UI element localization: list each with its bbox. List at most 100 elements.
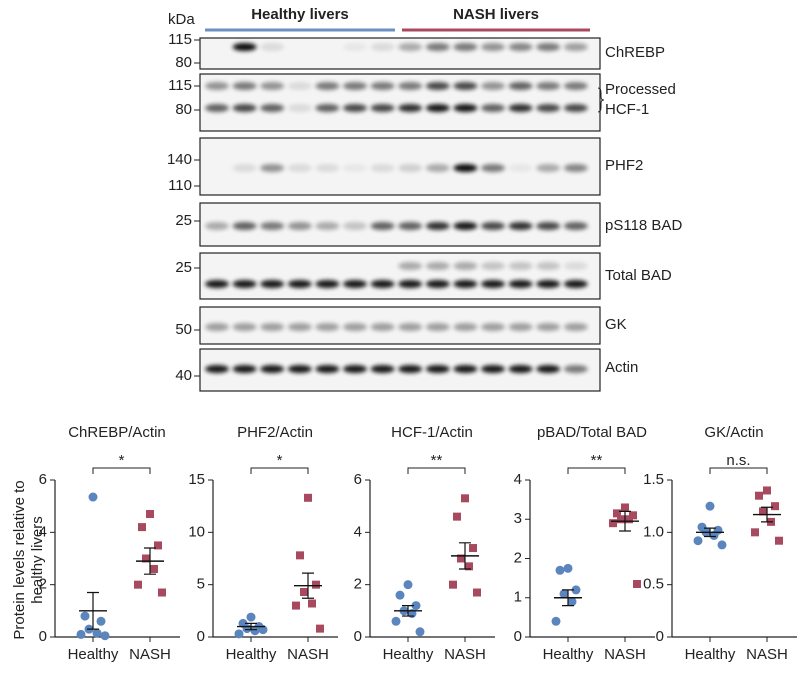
- band: [398, 280, 423, 288]
- point: [717, 540, 727, 550]
- band: [398, 262, 423, 270]
- band: [425, 82, 450, 90]
- kda-marker: 25: [175, 259, 192, 276]
- band: [370, 82, 395, 90]
- point: [150, 564, 158, 573]
- band: [343, 43, 367, 51]
- band: [398, 365, 423, 373]
- band: [260, 222, 285, 230]
- significance-bracket: [250, 467, 309, 474]
- band: [398, 82, 423, 90]
- y-tick-label: 2: [354, 576, 362, 593]
- band: [536, 164, 561, 172]
- band: [232, 222, 257, 230]
- band: [232, 365, 257, 373]
- point: [465, 562, 473, 571]
- significance-bracket: [92, 467, 151, 474]
- band: [453, 82, 478, 90]
- band: [508, 104, 533, 112]
- band: [536, 222, 561, 230]
- band: [315, 280, 340, 288]
- band: [453, 323, 478, 331]
- band: [425, 222, 450, 230]
- error-bar: [459, 542, 471, 570]
- point: [625, 515, 633, 524]
- point: [453, 512, 461, 521]
- y-tick-label: 3: [514, 510, 522, 527]
- point: [551, 616, 561, 626]
- point: [134, 580, 142, 589]
- chart-title: ChREBP/Actin: [68, 424, 166, 441]
- band: [563, 365, 588, 373]
- band: [398, 43, 423, 51]
- y-tick-label: 6: [39, 471, 47, 488]
- error-bar: [245, 622, 257, 631]
- band: [315, 365, 340, 373]
- significance-label: **: [591, 452, 603, 469]
- band: [425, 43, 450, 51]
- protein-label: Total BAD: [605, 267, 672, 284]
- point: [80, 611, 90, 621]
- band: [563, 164, 588, 172]
- band: [425, 323, 450, 331]
- point: [759, 507, 767, 516]
- point: [763, 486, 771, 495]
- point: [391, 616, 401, 626]
- point: [609, 519, 617, 528]
- band: [481, 82, 505, 90]
- point: [308, 599, 316, 608]
- y-tick-label: 4: [39, 523, 47, 540]
- point: [415, 627, 425, 637]
- point: [92, 628, 102, 638]
- band: [563, 262, 588, 270]
- point: [154, 541, 162, 550]
- y-tick-label: 6: [354, 471, 362, 488]
- point: [633, 580, 641, 589]
- point: [469, 544, 477, 553]
- band: [536, 365, 561, 373]
- point: [258, 625, 268, 635]
- band: [287, 323, 312, 331]
- group-label: NASH livers: [453, 6, 539, 23]
- band: [370, 104, 395, 112]
- band: [343, 164, 367, 172]
- band: [260, 164, 285, 172]
- point: [250, 626, 260, 636]
- point: [242, 624, 252, 634]
- band: [536, 262, 561, 270]
- band: [425, 280, 450, 288]
- band: [287, 280, 312, 288]
- blot-frame: [199, 73, 601, 132]
- point: [693, 536, 703, 546]
- band: [232, 280, 257, 288]
- kda-marker: 115: [168, 31, 192, 48]
- protein-label: GK: [605, 316, 627, 333]
- band: [398, 323, 423, 331]
- band: [370, 280, 395, 288]
- band: [508, 164, 533, 172]
- x-tick-label: Healthy: [68, 646, 119, 663]
- protein-label: pS118 BAD: [605, 217, 682, 234]
- chart-title: HCF-1/Actin: [391, 424, 473, 441]
- group-label: Healthy livers: [251, 6, 349, 23]
- band: [481, 164, 505, 172]
- band: [260, 104, 285, 112]
- band: [287, 104, 312, 112]
- y-tick-label: 15: [188, 471, 205, 488]
- point: [316, 624, 324, 633]
- point: [300, 587, 308, 596]
- band: [508, 365, 533, 373]
- kda-marker: 40: [175, 367, 192, 384]
- band: [398, 222, 423, 230]
- band: [453, 262, 478, 270]
- kda-marker: 80: [175, 54, 192, 71]
- point: [88, 492, 98, 502]
- y-tick-label: 0: [197, 628, 205, 645]
- band: [343, 222, 367, 230]
- point: [617, 515, 625, 524]
- band: [232, 82, 257, 90]
- chart-title: GK/Actin: [704, 424, 763, 441]
- band: [232, 164, 257, 172]
- band: [315, 222, 340, 230]
